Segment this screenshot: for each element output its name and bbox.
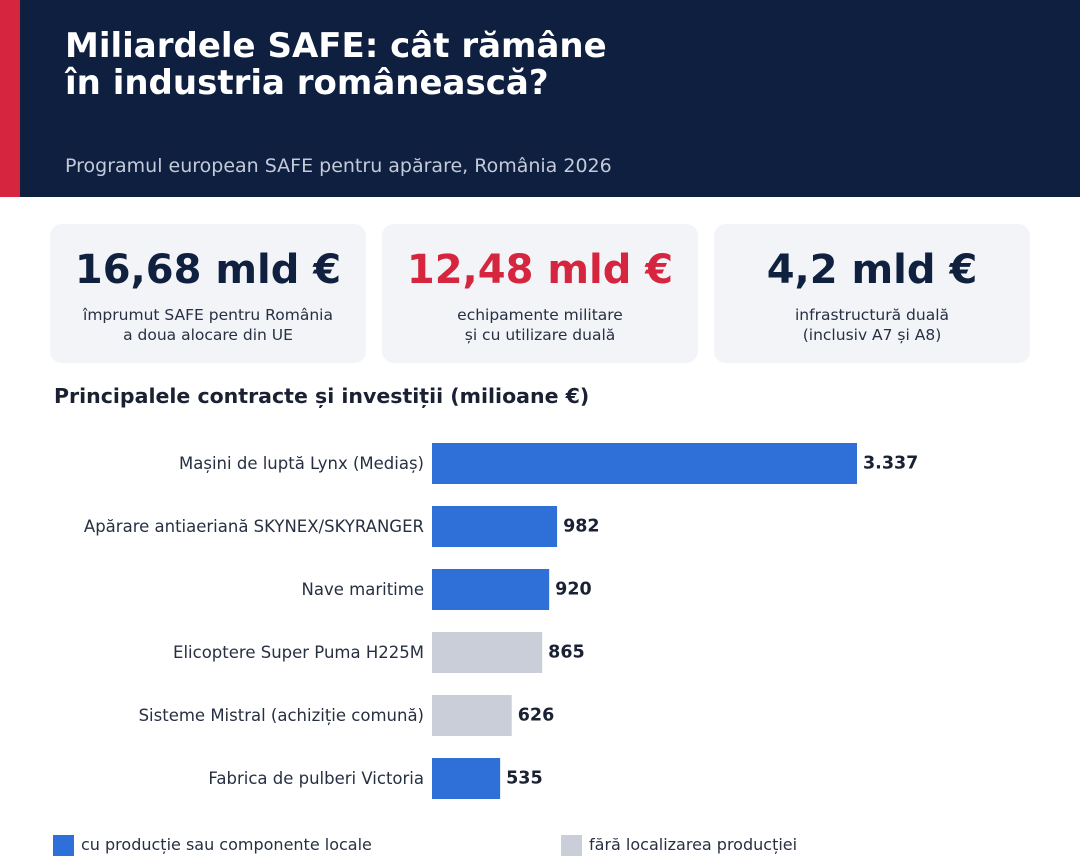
bar bbox=[432, 506, 558, 547]
bar bbox=[432, 695, 512, 736]
value-label: 920 bbox=[555, 580, 592, 600]
kpi-description: infrastructură duală (inclusiv A7 și A8) bbox=[714, 305, 1030, 345]
kpi-description-line: a doua alocare din UE bbox=[123, 326, 293, 344]
page-title-line-2: în industria românească? bbox=[65, 63, 549, 103]
category-label: Sisteme Mistral (achiziție comună) bbox=[139, 706, 424, 725]
category-label: Apărare antiaeriană SKYNEX/SKYRANGER bbox=[84, 517, 424, 536]
chart-title: Principalele contracte și investiții (mi… bbox=[54, 384, 590, 408]
kpi-value: 16,68 mld € bbox=[74, 247, 342, 293]
legend-swatch bbox=[561, 835, 582, 856]
value-label: 982 bbox=[563, 517, 600, 537]
value-label: 626 bbox=[518, 706, 555, 726]
category-label: Fabrica de pulberi Victoria bbox=[208, 769, 424, 788]
category-label: Nave maritime bbox=[302, 580, 424, 599]
legend-label: fără localizarea producției bbox=[589, 835, 798, 854]
kpi-description-line: împrumut SAFE pentru România bbox=[83, 306, 333, 324]
kpi-description-line: (inclusiv A7 și A8) bbox=[802, 326, 942, 344]
bar bbox=[432, 443, 857, 484]
kpi-description-line: și cu utilizare duală bbox=[464, 326, 616, 344]
kpi-value: 4,2 mld € bbox=[766, 247, 978, 293]
category-label: Mașini de luptă Lynx (Mediaș) bbox=[179, 454, 424, 473]
kpi-description-line: infrastructură duală bbox=[795, 306, 949, 324]
page-title: Miliardele SAFE: cât rămâne în industria… bbox=[65, 28, 965, 102]
kpi-description-line: echipamente militare bbox=[457, 306, 623, 324]
kpi-description: împrumut SAFE pentru România a doua aloc… bbox=[50, 305, 366, 345]
bar bbox=[432, 758, 501, 799]
category-label: Elicoptere Super Puma H225M bbox=[173, 643, 424, 662]
page-title-line-1: Miliardele SAFE: cât rămâne bbox=[65, 26, 607, 66]
kpi-value: 12,48 mld € bbox=[406, 247, 674, 293]
accent-stripe bbox=[0, 0, 20, 197]
value-label: 3.337 bbox=[863, 454, 918, 474]
kpi-card-loan: 16,68 mld € împrumut SAFE pentru România… bbox=[50, 224, 366, 363]
value-label: 535 bbox=[506, 769, 543, 789]
bar-chart: Mașini de luptă Lynx (Mediaș) 3.337 Apărar… bbox=[84, 443, 918, 799]
bar bbox=[432, 569, 550, 610]
header-banner: Miliardele SAFE: cât rămâne în industria… bbox=[0, 0, 1080, 197]
kpi-card-infrastructure: 4,2 mld € infrastructură duală (inclusiv… bbox=[714, 224, 1030, 363]
legend-swatch bbox=[53, 835, 74, 856]
bar bbox=[432, 632, 543, 673]
kpi-card-equipment: 12,48 mld € echipamente militare și cu u… bbox=[382, 224, 698, 363]
kpi-description: echipamente militare și cu utilizare dua… bbox=[382, 305, 698, 345]
value-label: 865 bbox=[548, 643, 585, 663]
page-subtitle: Programul european SAFE pentru apărare, … bbox=[65, 155, 612, 177]
legend-label: cu producție sau componente locale bbox=[81, 835, 372, 854]
